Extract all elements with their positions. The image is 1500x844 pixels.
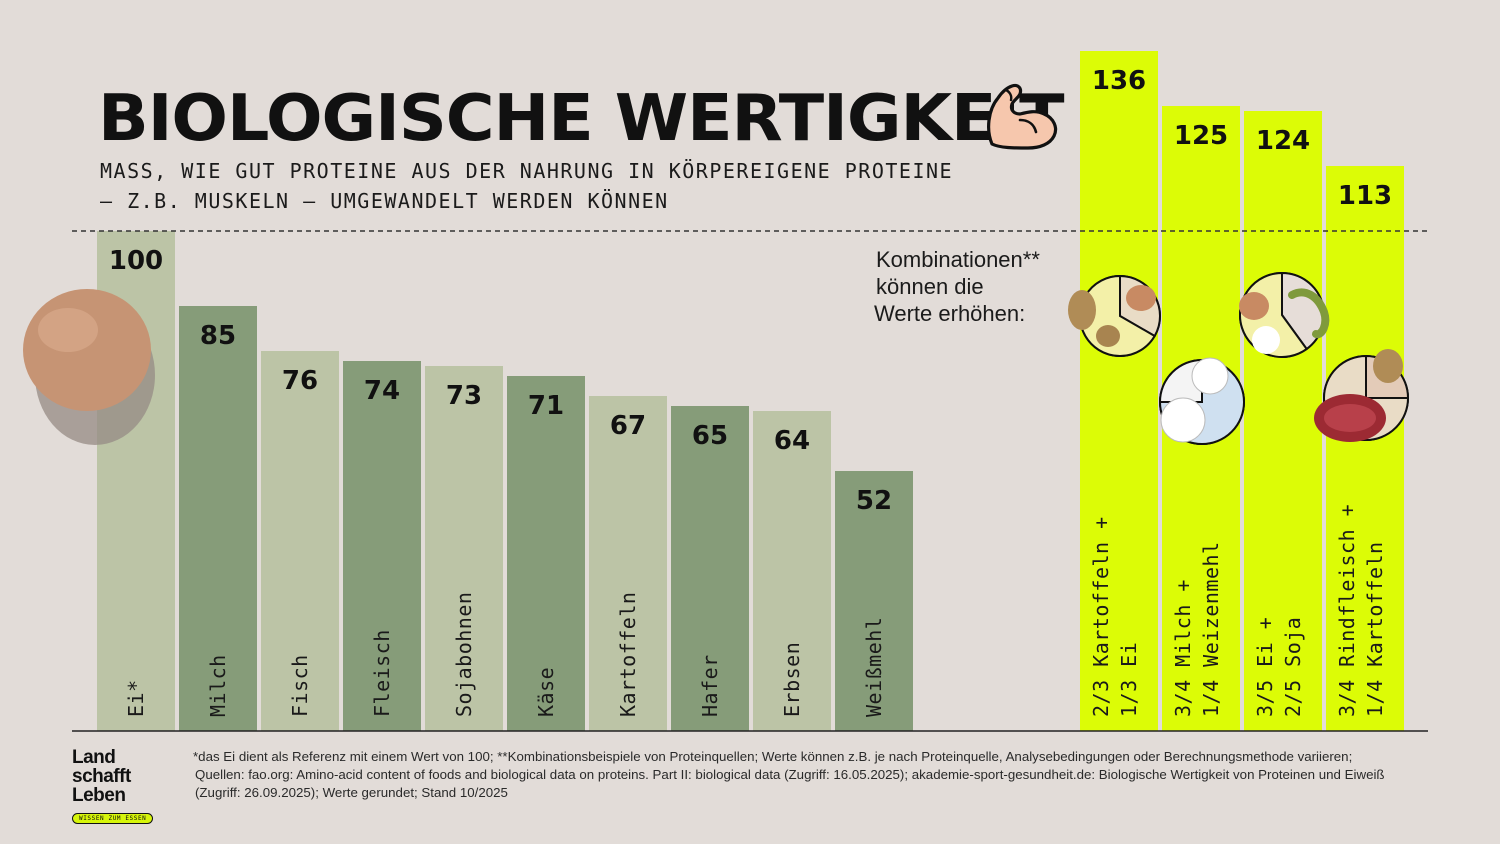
logo-word: Land <box>72 747 116 768</box>
logo-word: Leben <box>72 785 126 806</box>
flexed-biceps-icon <box>987 83 1058 150</box>
bar-category-label: Weißmehl <box>862 617 886 717</box>
logo-tagline: WISSEN ZUM ESSEN <box>72 813 154 824</box>
bar-4 <box>425 366 503 731</box>
bar-8 <box>753 411 831 731</box>
bar-value-label: 76 <box>282 366 318 396</box>
combo-bar-label-line: 1/4 Weizenmehl <box>1199 541 1223 717</box>
bar-value-label: 71 <box>528 391 564 421</box>
combo-bar-label-line: 3/4 Milch + <box>1171 579 1195 717</box>
footnote-line: (Zugriff: 26.09.2025); Werte gerundet; S… <box>195 785 508 800</box>
egg-soy-pie-icon <box>1239 271 1330 358</box>
combination-note: Kombinationen** können die Werte erhöhen… <box>874 246 1076 327</box>
combo-bar-label-line: 3/5 Ei + <box>1253 617 1277 717</box>
footnote: *das Ei dient als Referenz mit einem Wer… <box>193 748 1433 802</box>
bar-value-label: 73 <box>446 381 482 411</box>
combo-bar-2 <box>1244 111 1322 731</box>
bars-layer: 100 Ei* 85 Milch 76 Fisch 74 Fleisch 73 Sojabohne… <box>97 231 913 731</box>
bar-value-label: 100 <box>109 246 163 276</box>
bar-3 <box>343 361 421 731</box>
combo-bar-label-line: 1/4 Kartoffeln <box>1363 541 1387 717</box>
beef-potato-pie-icon <box>1314 349 1410 442</box>
combo-bar-3 <box>1326 166 1404 731</box>
combination-note-line: Werte erhöhen: <box>874 301 1026 326</box>
bar-value-label: 74 <box>364 376 400 406</box>
bar-7 <box>671 406 749 731</box>
bar-category-label: Hafer <box>698 654 722 717</box>
combination-note-line: Kombinationen** <box>876 247 1040 272</box>
bar-category-label: Ei* <box>124 679 148 717</box>
egg-image <box>23 289 155 445</box>
combo-bar-0 <box>1080 51 1158 731</box>
combo-bar-label-line: 2/3 Kartoffeln + <box>1089 516 1113 717</box>
combo-bar-label-line: 2/5 Soja <box>1281 617 1305 717</box>
subtitle-line: – Z.B. MUSKELN – UMGEWANDELT WERDEN KÖNN… <box>100 189 669 213</box>
bar-category-label: Erbsen <box>780 642 804 717</box>
bar-category-label: Sojabohnen <box>452 592 476 717</box>
bar-category-label: Käse <box>534 667 558 717</box>
chart-title: BIOLOGISCHE WERTIGKEIT <box>98 82 1065 156</box>
bar-1 <box>179 306 257 731</box>
combo-bar-label-line: 1/3 Ei <box>1117 642 1141 717</box>
footnote-line: Quellen: fao.org: Amino-acid content of … <box>195 767 1385 782</box>
combo-bar-value-label: 125 <box>1174 121 1228 151</box>
bar-value-label: 64 <box>774 426 810 456</box>
bar-category-label: Kartoffeln <box>616 592 640 717</box>
bar-category-label: Fisch <box>288 654 312 717</box>
decoration-layer <box>23 271 1410 445</box>
bar-value-label: 65 <box>692 421 728 451</box>
combo-bar-label-line: 3/4 Rindfleisch + <box>1335 504 1359 717</box>
logo-word: schafft <box>72 766 131 787</box>
combo-bar-value-label: 124 <box>1256 126 1310 156</box>
chart-subtitle: MASS, WIE GUT PROTEINE AUS DER NAHRUNG I… <box>100 156 1030 216</box>
bar-value-label: 85 <box>200 321 236 351</box>
bar-6 <box>589 396 667 731</box>
bar-value-label: 52 <box>856 486 892 516</box>
bar-value-label: 67 <box>610 411 646 441</box>
bar-category-label: Fleisch <box>370 629 394 717</box>
combo-bar-value-label: 113 <box>1338 181 1392 211</box>
potato-egg-pie-icon <box>1068 274 1161 357</box>
subtitle-line: MASS, WIE GUT PROTEINE AUS DER NAHRUNG I… <box>100 159 954 183</box>
combo-bar-value-label: 136 <box>1092 66 1146 96</box>
brand-logo: Land schafft Leben WISSEN ZUM ESSEN <box>72 748 162 824</box>
bar-category-label: Milch <box>206 654 230 717</box>
milk-flour-pie-icon <box>1158 357 1245 445</box>
bar-2 <box>261 351 339 731</box>
footnote-line: *das Ei dient als Referenz mit einem Wer… <box>193 749 1353 764</box>
combination-note-line: können die <box>876 274 984 299</box>
bar-5 <box>507 376 585 731</box>
bar-9 <box>835 471 913 731</box>
